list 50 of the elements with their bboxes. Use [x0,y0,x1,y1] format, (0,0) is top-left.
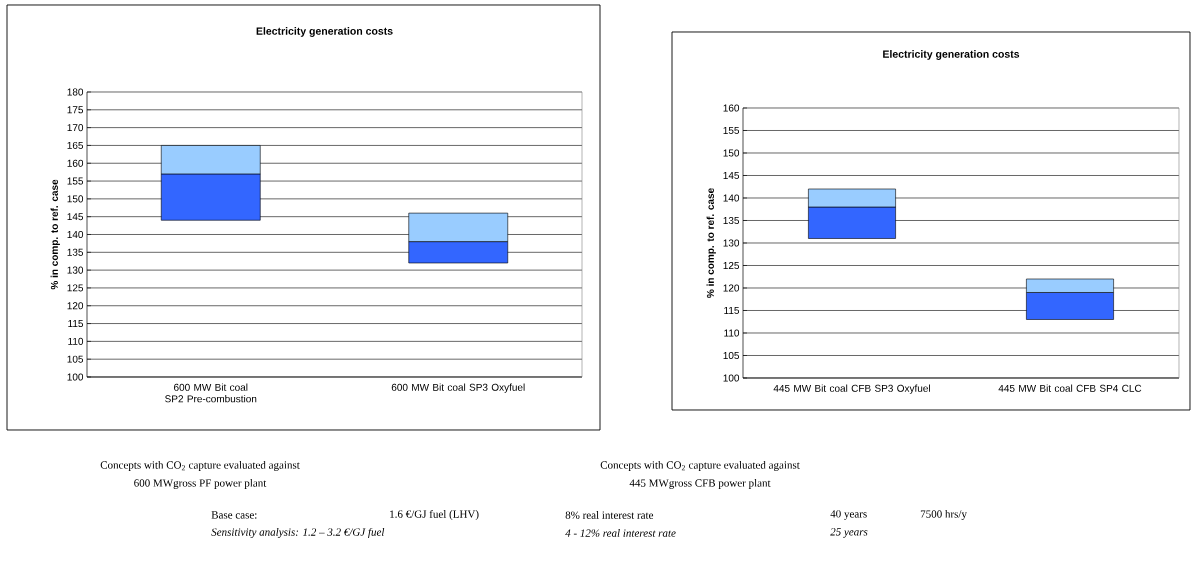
y-tick-label: 125 [67,284,84,292]
y-tick-label: 135 [723,216,740,225]
text: 445 MWgross CFB power plant [629,478,771,489]
y-tick-label: 125 [723,261,740,270]
y-tick-label: 135 [67,248,84,256]
y-tick-label: 100 [723,374,740,382]
x-tick-label: 600 MW Bit coal SP3 Oxyfuel [391,383,525,393]
y-tick-label: 150 [723,149,740,157]
y-tick-label: 130 [67,266,84,274]
text: 8% real interest rate [565,511,654,519]
text: Base case: [211,511,257,519]
text: 1.6 €/GJ fuel (LHV) [390,509,479,521]
y-tick-label: 100 [67,373,84,381]
y-tick-label: 145 [67,213,84,221]
x-tick-label: 445 MW Bit coal CFB SP4 CLC [998,384,1142,392]
y-tick-label: 105 [723,351,740,360]
y-tick-label: 175 [67,106,84,114]
y-tick-label: 180 [67,88,84,96]
text: 25 years [830,528,868,538]
y-tick-label: 110 [68,337,84,345]
chart-title: Electricity generation costs [256,27,393,37]
y-tick-label: 115 [68,320,84,328]
text: 40 years [830,510,867,520]
y-tick-label: 140 [67,230,84,239]
x-tick-label: 600 MW Bit coal SP2 Pre-combustion [165,383,257,403]
y-tick-label: 160 [723,104,740,112]
y-tick-label: 155 [723,127,740,134]
text: Concepts with CO$_{2}$ capture evaluated against [600,460,800,471]
y-tick-label: 170 [67,124,84,132]
y-axis-title: % in comp. to ref. case [706,188,716,298]
y-tick-label: 105 [67,355,84,363]
y-axis-title: % in comp. to ref. case [50,179,60,290]
text: Sensitivity analysis: 1.2 – 3.2 €/GJ fuel [211,527,385,539]
y-tick-label: 120 [67,302,84,310]
y-tick-label: 120 [723,284,740,292]
y-tick-label: 130 [723,239,740,247]
text: 4 - 12% real interest rate [565,529,676,537]
y-tick-label: 155 [67,177,84,185]
y-tick-label: 150 [67,195,84,203]
y-tick-label: 115 [724,306,740,314]
y-tick-label: 165 [67,141,84,149]
chart-title: Electricity generation costs [883,50,1020,60]
x-tick-label: 445 MW Bit coal CFB SP3 Oxyfuel [773,384,930,394]
text: 600 MWgross PF power plant [134,478,267,489]
text: Concepts with CO$_{2}$ capture evaluated against [100,460,300,471]
y-tick-label: 145 [723,172,740,179]
y-tick-label: 110 [724,329,740,337]
y-tick-label: 140 [723,194,740,202]
text: 7500 hrs/y [920,509,967,520]
y-tick-label: 160 [67,159,84,167]
